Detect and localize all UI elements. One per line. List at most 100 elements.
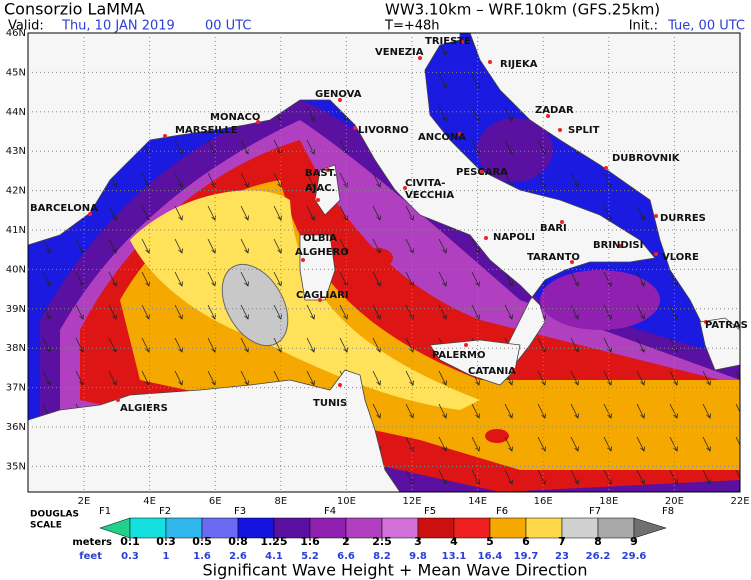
feet-value: 1.6 xyxy=(193,551,211,562)
lat-label: 35N xyxy=(6,461,26,472)
lon-label: 4E xyxy=(143,496,156,507)
city-label: BAST. xyxy=(305,168,337,179)
city-label: VENEZIA xyxy=(375,47,424,58)
meters-value: 4 xyxy=(450,535,458,548)
meters-value: 9 xyxy=(630,535,638,548)
city-dot xyxy=(316,198,320,202)
city-dot xyxy=(618,244,622,248)
city-label: BARI xyxy=(540,223,567,234)
color-swatch xyxy=(453,517,491,539)
city-label: NAPOLI xyxy=(493,232,535,243)
meters-value: 0.1 xyxy=(120,535,140,548)
city-dot xyxy=(326,168,330,172)
meters-label: meters xyxy=(72,537,112,548)
color-swatch xyxy=(597,517,635,539)
lat-label: 36N xyxy=(6,422,26,433)
italy-europe xyxy=(28,33,656,369)
city-dot xyxy=(256,120,260,124)
douglas-label: F4 xyxy=(324,506,336,517)
city-dot xyxy=(546,114,550,118)
city-label: DUBROVNIK xyxy=(612,153,681,164)
city-dot xyxy=(604,166,608,170)
city-dot xyxy=(116,398,120,402)
douglas-label: F6 xyxy=(496,506,508,517)
city-label: ALGHERO xyxy=(295,247,349,258)
valid-date: Thu, 10 JAN 2019 xyxy=(61,19,175,34)
feet-value: 9.8 xyxy=(409,551,427,562)
city-label: RIJEKA xyxy=(500,59,538,70)
lat-label: 38N xyxy=(6,343,26,354)
meters-value: 7 xyxy=(558,535,566,548)
meters-value: 0.5 xyxy=(192,535,212,548)
city-label: ZADAR xyxy=(535,105,574,116)
city-dot xyxy=(704,320,708,324)
city-dot xyxy=(88,212,92,216)
city-label: AJAC. xyxy=(305,183,335,194)
city-label: CIVITA- xyxy=(405,178,445,189)
meters-value: 2 xyxy=(342,535,350,548)
city-label: CATANIA xyxy=(468,366,516,377)
meters-value: 0.8 xyxy=(228,535,248,548)
lon-label: 2E xyxy=(78,496,91,507)
city-dot xyxy=(480,170,484,174)
feet-value: 2.6 xyxy=(229,551,247,562)
city-label: MONACO xyxy=(210,112,260,123)
city-dot xyxy=(403,186,407,190)
color-swatch xyxy=(489,517,527,539)
map xyxy=(28,33,740,492)
douglas-label: F8 xyxy=(662,506,674,517)
init-time: Tue, 00 UTC xyxy=(667,19,745,34)
city-label: TARANTO xyxy=(527,252,580,263)
city-label: ALGIERS xyxy=(120,403,168,414)
grid: 46N 45N 44N 43N 42N 41N 40N 39N 38N 37N 36N 35N 2E 4E… xyxy=(6,28,750,507)
meters-value: 6 xyxy=(522,535,530,548)
city-label: ANCONA xyxy=(418,132,466,143)
city-dot xyxy=(512,368,516,372)
meters-value: 5 xyxy=(486,535,494,548)
feet-value: 23 xyxy=(555,551,569,562)
city-dot xyxy=(460,40,464,44)
feet-value: 1 xyxy=(163,551,170,562)
city-label: SPLIT xyxy=(568,125,600,136)
color-swatch xyxy=(561,517,599,539)
color-swatch xyxy=(525,517,563,539)
lead-time: T=+48h xyxy=(384,19,440,34)
city-label: TRIESTE xyxy=(425,36,471,47)
feet-value: 26.2 xyxy=(586,551,611,562)
city-dot xyxy=(458,132,462,136)
city-label: CAGLIARI xyxy=(296,290,349,301)
city-label: BRINDISI xyxy=(593,240,643,251)
douglas-label: F7 xyxy=(589,506,601,517)
lon-label: 22E xyxy=(730,496,749,507)
models: WW3.10km – WRF.10km (GFS.25km) xyxy=(385,1,660,19)
city-label: TUNIS xyxy=(313,398,347,409)
feet-value: 8.2 xyxy=(373,551,391,562)
lat-label: 46N xyxy=(6,28,26,39)
lat-label: 44N xyxy=(6,107,26,118)
city-dot xyxy=(484,236,488,240)
init-label: Init.: xyxy=(629,19,658,34)
city-dot xyxy=(318,298,322,302)
lat-label: 42N xyxy=(6,186,26,197)
city-label: MARSEILLE xyxy=(175,125,238,136)
city-label: VECCHIA xyxy=(405,190,454,201)
africa xyxy=(28,369,401,492)
color-swatch xyxy=(633,517,667,539)
lat-label: 37N xyxy=(6,383,26,394)
meters-value: 8 xyxy=(594,535,602,548)
city-dot xyxy=(654,252,658,256)
city-dot xyxy=(163,134,167,138)
lon-label: 10E xyxy=(337,496,356,507)
city-label: GENOVA xyxy=(315,89,362,100)
city-label: VLORE xyxy=(662,252,699,263)
corsica xyxy=(314,164,341,216)
legend-title: Significant Wave Height + Mean Wave Dire… xyxy=(203,561,588,580)
city-label: OLBIA xyxy=(303,233,337,244)
lat-label: 40N xyxy=(6,264,26,275)
douglas-label: F1 xyxy=(99,506,111,517)
douglas-label: F2 xyxy=(159,506,171,517)
lat-label: 45N xyxy=(6,67,26,78)
meters-value: 0.3 xyxy=(156,535,176,548)
